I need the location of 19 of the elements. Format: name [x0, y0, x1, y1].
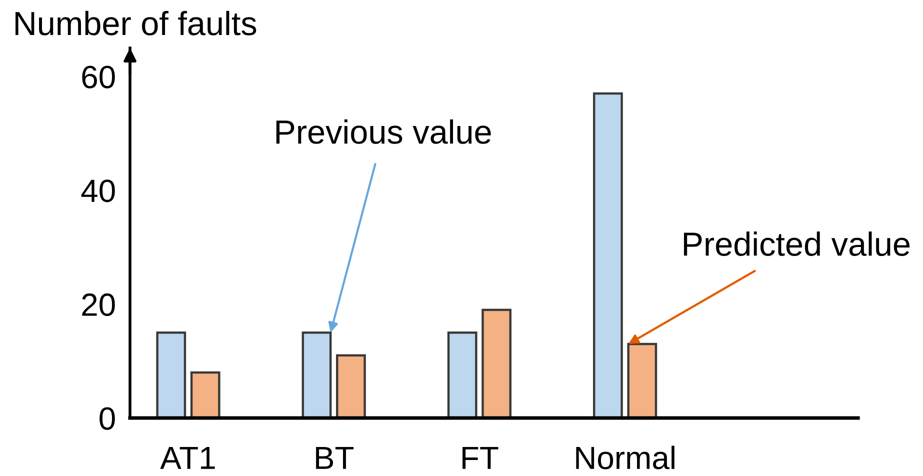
annotation: Predicted value [684, 232, 910, 256]
bar [482, 308, 512, 418]
x-tick-label: AT1 [160, 446, 215, 469]
bar [302, 332, 332, 418]
y-tick-label: 40 [81, 180, 115, 202]
y-tick-label: 60 [82, 66, 115, 88]
x-tick-label: Normal [576, 446, 674, 470]
bar [190, 371, 220, 418]
annotation: Previous value [276, 119, 491, 144]
bar [447, 332, 478, 418]
y-tick-label: 20 [82, 293, 115, 316]
y-tick-label: 0 [100, 407, 115, 430]
x-tick-label: BT [316, 446, 354, 469]
x-tick-label: FT [462, 446, 498, 469]
bar [592, 92, 623, 418]
bar [336, 354, 366, 418]
bar [627, 342, 658, 418]
y-axis-title: Number of faults [16, 10, 256, 36]
bar [156, 332, 186, 418]
